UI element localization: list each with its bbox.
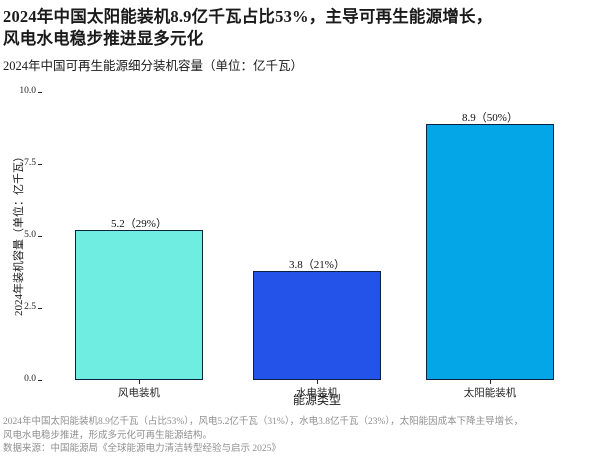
- x-tick-label: 水电装机: [296, 388, 338, 399]
- bar-value-label: 3.8（21%）: [289, 258, 345, 271]
- y-tick-mark: [38, 307, 42, 309]
- chart-subtitle: 2024年中国可再生能源细分装机容量（单位：亿千瓦）: [3, 59, 304, 73]
- bar-value-label: 8.9（50%）: [462, 111, 518, 124]
- y-tick-mark: [38, 235, 42, 237]
- y-tick-mark: [38, 91, 42, 93]
- footnote-line-2: 风电水电稳步推进，形成多元化可再生能源结构。: [3, 430, 213, 441]
- y-tick-label: 7.5: [24, 158, 36, 168]
- y-tick-label: 2.5: [24, 302, 36, 312]
- chart-title-line-1: 2024年中国太阳能装机8.9亿千瓦占比53%，主导可再生能源增长，: [3, 7, 493, 26]
- bar-太阳能装机: [426, 123, 554, 380]
- x-tick-mark: [317, 380, 318, 384]
- x-tick-mark: [139, 380, 140, 384]
- bar-风电装机: [75, 230, 203, 380]
- y-tick-mark: [38, 379, 42, 381]
- chart-title-line-2: 风电水电稳步推进显多元化: [3, 29, 204, 48]
- y-tick-mark: [38, 163, 42, 165]
- bar-水电装机: [253, 270, 381, 380]
- footnote-line-3: 数据来源：中国能源局《全球能源电力清洁转型经验与启示 2025》: [3, 444, 281, 454]
- x-axis-label: 能源类型: [292, 393, 341, 407]
- x-tick-label: 风电装机: [118, 388, 160, 399]
- y-tick-label: 10.0: [19, 86, 36, 96]
- x-tick-mark: [490, 380, 491, 384]
- x-tick-label: 太阳能装机: [463, 388, 517, 399]
- footnote: 2024年中国太阳能装机8.9亿千瓦（占比53%），风电5.2亿千瓦（31%），…: [3, 416, 523, 457]
- y-tick-label: 0.0: [24, 374, 36, 384]
- footnote-line-1: 2024年中国太阳能装机8.9亿千瓦（占比53%），风电5.2亿千瓦（31%），…: [3, 417, 524, 427]
- y-tick-label: 5.0: [24, 230, 36, 240]
- bar-value-label: 5.2（29%）: [111, 218, 167, 231]
